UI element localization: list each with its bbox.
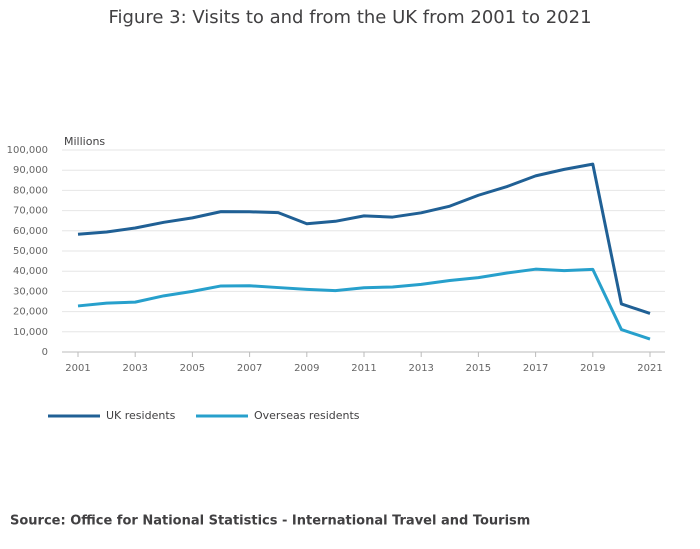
x-tick-label: 2011 <box>351 363 376 374</box>
x-tick-label: 2013 <box>408 363 433 374</box>
x-tick-label: 2017 <box>523 363 548 374</box>
y-tick-label: 60,000 <box>13 226 48 237</box>
x-tick-label: 2005 <box>180 363 205 374</box>
y-axis-label: Millions <box>64 135 105 148</box>
y-tick-label: 0 <box>42 347 48 358</box>
series-line <box>77 162 651 315</box>
x-tick-label: 2015 <box>466 363 491 374</box>
y-tick-label: 50,000 <box>13 246 48 257</box>
y-tick-label: 40,000 <box>13 266 48 277</box>
x-tick-label: 2001 <box>65 363 90 374</box>
x-tick-label: 2009 <box>294 363 319 374</box>
y-tick-label: 80,000 <box>13 185 48 196</box>
y-tick-label: 10,000 <box>13 327 48 338</box>
source: Source: Office for National Statistics -… <box>10 514 530 529</box>
y-tick-label: 100,000 <box>7 145 48 156</box>
x-tick-label: 2003 <box>122 363 147 374</box>
x-tick-label: 2019 <box>580 363 605 374</box>
y-tick-label: 70,000 <box>13 206 48 217</box>
legend-label: UK residents <box>106 409 176 422</box>
y-tick-label: 30,000 <box>13 286 48 297</box>
series-line <box>77 267 651 341</box>
legend-label: Overseas residents <box>254 409 360 422</box>
y-tick-label: 20,000 <box>13 307 48 318</box>
y-tick-label: 90,000 <box>13 165 48 176</box>
x-tick-label: 2021 <box>637 363 662 374</box>
chart-title: Figure 3: Visits to and from the UK from… <box>108 7 591 28</box>
x-tick-label: 2007 <box>237 363 262 374</box>
